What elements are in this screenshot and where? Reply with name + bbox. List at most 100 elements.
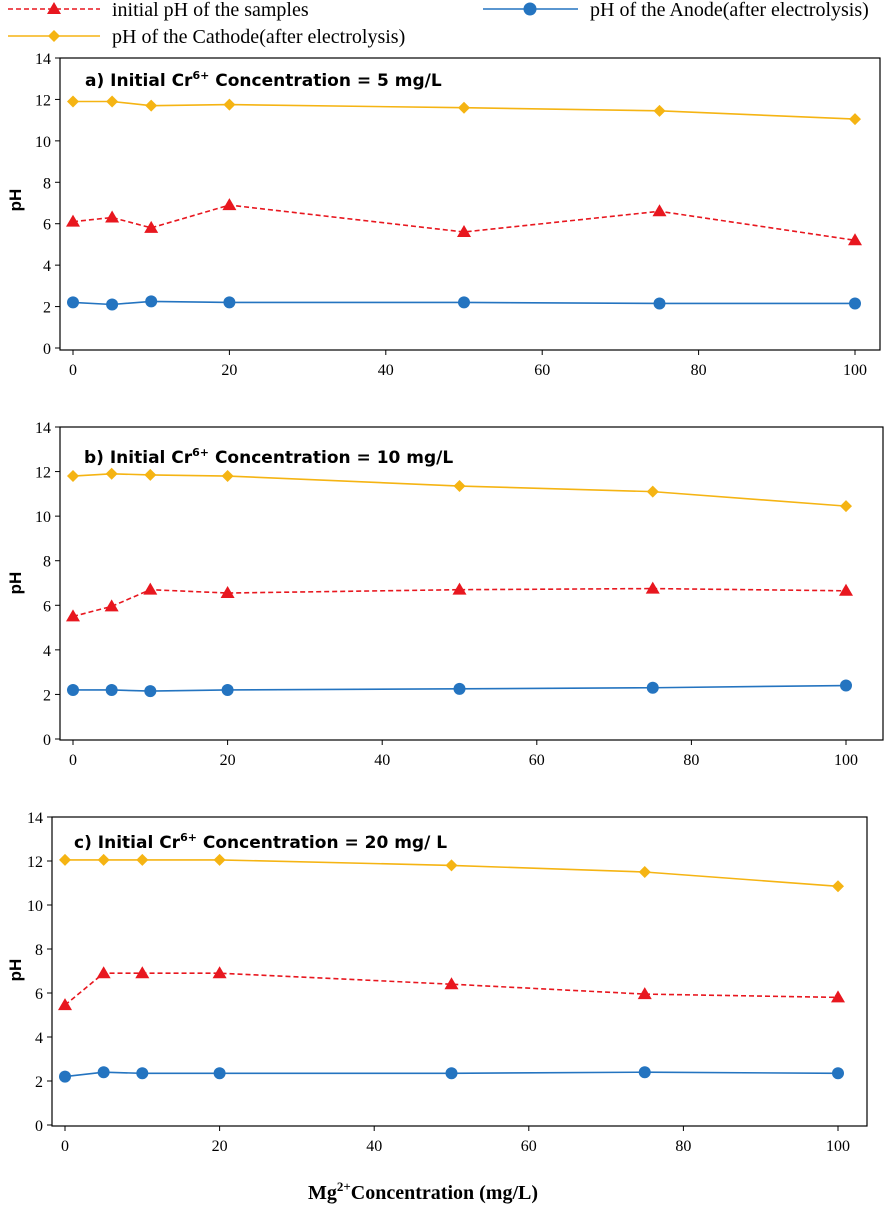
data-point-initial <box>104 599 119 612</box>
y-tick-label: 8 <box>43 554 51 571</box>
data-point-cathode <box>106 95 119 108</box>
x-axis-label-base: Mg <box>308 1182 337 1204</box>
series-anode <box>67 295 861 311</box>
data-point-cathode <box>221 470 234 483</box>
chart-panel: 0 2 4 6 8 10 12 14 0 20 40 60 80 100 pH b) Initial Cr6+… <box>6 420 884 769</box>
data-point-initial <box>96 966 111 979</box>
data-point-cathode <box>453 480 466 493</box>
data-point-initial <box>652 204 667 217</box>
data-point-anode <box>453 682 466 695</box>
panel-title-prefix: b) Initial Cr <box>84 448 193 468</box>
panel-title-suffix: Concentration = 20 mg/ L <box>197 833 447 853</box>
data-point-anode <box>638 1066 651 1079</box>
x-tick-label: 0 <box>61 1138 69 1155</box>
legend-label-initial: initial pH of the samples <box>112 0 309 21</box>
data-point-anode <box>653 297 666 310</box>
data-point-anode <box>144 685 157 698</box>
data-point-initial <box>637 987 652 1000</box>
series-anode <box>67 679 852 698</box>
data-point-cathode <box>213 853 226 866</box>
data-point-initial <box>66 609 80 622</box>
data-point-anode <box>849 297 861 310</box>
panel-title: c) Initial Cr6+ Concentration = 20 mg/ L <box>74 831 447 853</box>
legend-item-cathode: pH of the Cathode(after electrolysis) <box>8 26 405 48</box>
y-tick-label: 12 <box>35 92 51 109</box>
series-cathode <box>59 853 844 893</box>
data-point-initial <box>105 210 120 223</box>
data-point-cathode <box>840 500 852 513</box>
data-point-anode <box>105 683 118 696</box>
series-initial <box>58 966 845 1011</box>
plot-frame <box>59 57 881 351</box>
data-point-cathode <box>59 853 71 866</box>
legend: initial pH of the samples pH of the Anod… <box>8 0 869 48</box>
data-point-cathode <box>832 880 844 893</box>
data-point-cathode <box>67 470 79 483</box>
legend-label-cathode: pH of the Cathode(after electrolysis) <box>112 26 405 48</box>
x-tick-label: 20 <box>212 1138 228 1155</box>
x-tick-label: 80 <box>691 362 707 379</box>
plot-frame <box>51 816 868 1127</box>
data-point-anode <box>445 1067 458 1080</box>
y-tick-label: 6 <box>43 598 51 615</box>
x-tick-label: 80 <box>675 1138 691 1155</box>
data-point-anode <box>145 295 158 308</box>
data-point-initial <box>457 225 471 237</box>
y-tick-label: 8 <box>35 942 43 959</box>
y-tick-label: 4 <box>43 258 51 275</box>
x-tick-label: 60 <box>534 362 550 379</box>
y-tick-label: 2 <box>43 300 51 317</box>
panel-title-sup: 6+ <box>192 446 209 459</box>
legend-marker-cathode <box>48 30 60 42</box>
data-point-initial <box>452 582 467 595</box>
y-tick-label: 0 <box>43 732 51 749</box>
series-cathode <box>67 467 852 513</box>
x-axis-label: Mg2+Concentration (mg/L) <box>308 1179 538 1204</box>
data-point-initial <box>222 198 237 211</box>
x-tick-label: 60 <box>529 752 545 769</box>
data-point-initial <box>66 214 80 227</box>
x-axis-label-rest: Concentration (mg/L) <box>351 1182 538 1204</box>
chart-panel: 0 2 4 6 8 10 12 14 0 20 40 60 80 100 pH a) Initial Cr6+… <box>6 51 881 379</box>
y-tick-label: 10 <box>27 898 43 915</box>
legend-item-initial: initial pH of the samples <box>8 0 309 21</box>
y-tick-label: 14 <box>35 420 51 437</box>
y-axis-label: pH <box>6 959 25 982</box>
x-tick-label: 20 <box>221 362 237 379</box>
data-point-anode <box>221 683 234 696</box>
panel-title-sup: 6+ <box>180 831 197 844</box>
data-point-cathode <box>653 104 666 117</box>
y-tick-label: 6 <box>35 986 43 1003</box>
data-point-anode <box>59 1070 71 1083</box>
y-tick-label: 10 <box>35 134 51 151</box>
data-point-anode <box>67 683 79 696</box>
data-point-cathode <box>646 485 659 498</box>
series-anode <box>59 1066 844 1083</box>
data-point-cathode <box>67 95 79 108</box>
data-point-cathode <box>223 98 236 111</box>
x-tick-label: 80 <box>683 752 699 769</box>
x-tick-label: 20 <box>220 752 236 769</box>
data-point-anode <box>832 1067 844 1080</box>
data-point-anode <box>646 681 659 694</box>
x-tick-label: 100 <box>826 1138 850 1155</box>
data-point-anode <box>223 296 236 309</box>
data-point-anode <box>213 1067 226 1080</box>
y-tick-label: 4 <box>35 1030 43 1047</box>
data-point-anode <box>136 1067 149 1080</box>
series-initial <box>66 198 862 246</box>
y-tick-label: 4 <box>43 643 51 660</box>
data-point-initial <box>143 582 158 595</box>
data-point-cathode <box>458 101 470 114</box>
x-tick-label: 100 <box>834 752 858 769</box>
plot-frame <box>59 426 884 741</box>
legend-marker-anode <box>523 2 537 16</box>
y-tick-label: 0 <box>43 341 51 358</box>
panel-title-sup: 6+ <box>192 69 209 82</box>
y-tick-label: 8 <box>43 175 51 192</box>
data-point-initial <box>58 998 72 1011</box>
data-point-initial <box>212 966 227 979</box>
y-tick-label: 12 <box>27 854 43 871</box>
